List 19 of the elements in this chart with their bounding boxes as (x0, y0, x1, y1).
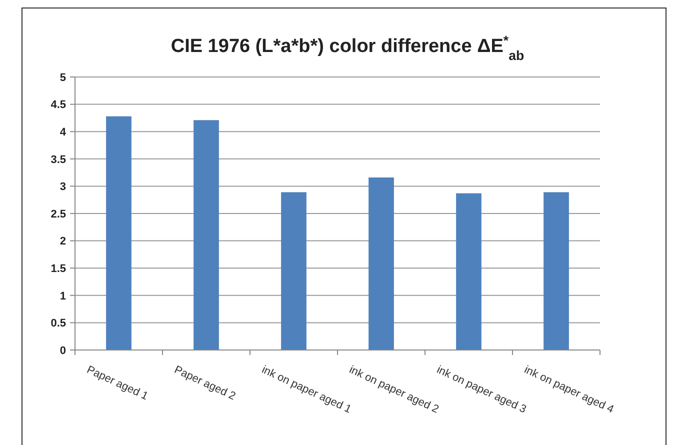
y-tick-label: 1 (60, 290, 66, 302)
y-tick-label: 0 (60, 344, 66, 357)
y-tick-label: 4.5 (50, 99, 66, 112)
bar (544, 192, 569, 350)
y-tick-label: 3.5 (50, 154, 66, 166)
y-tick-label: 1.5 (50, 262, 66, 275)
y-tick-label: 0.5 (50, 318, 66, 330)
y-tick-label: 3 (60, 181, 66, 194)
x-tick-label: Paper aged 1 (84, 364, 150, 403)
bar (456, 193, 482, 350)
x-tick-label: Paper aged 2 (172, 364, 238, 403)
bar (106, 116, 132, 350)
bar (194, 120, 219, 350)
y-tick-label: 2 (60, 236, 66, 248)
y-tick-label: 4 (60, 126, 67, 138)
y-tick-label: 2.5 (50, 208, 66, 220)
bar (281, 192, 306, 350)
y-tick-label: 5 (60, 72, 66, 84)
bar (368, 177, 394, 350)
